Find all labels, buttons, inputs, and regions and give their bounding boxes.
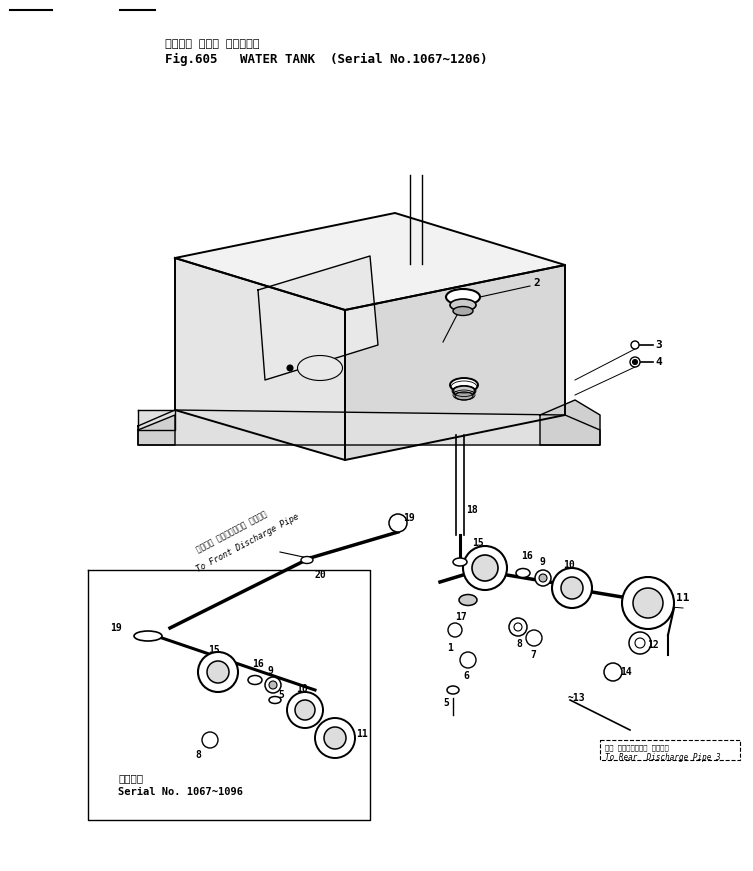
Circle shape <box>287 365 293 371</box>
Ellipse shape <box>453 558 467 566</box>
Text: 17: 17 <box>455 612 467 622</box>
Circle shape <box>630 357 640 367</box>
Text: ウォータ タンク （適用号機: ウォータ タンク （適用号機 <box>165 39 260 49</box>
Circle shape <box>526 630 542 646</box>
Text: 19: 19 <box>403 513 415 523</box>
Text: 18: 18 <box>466 505 477 515</box>
Circle shape <box>552 568 592 608</box>
Text: 19: 19 <box>110 623 122 633</box>
Ellipse shape <box>455 392 473 400</box>
Text: 12: 12 <box>647 640 659 650</box>
Ellipse shape <box>134 631 162 641</box>
Text: 15: 15 <box>208 645 220 655</box>
Text: リヤ ディスチャージ パイプへ: リヤ ディスチャージ パイプへ <box>605 745 669 752</box>
Text: 16: 16 <box>521 551 533 561</box>
Text: 11: 11 <box>356 729 367 739</box>
Ellipse shape <box>301 557 313 564</box>
Ellipse shape <box>450 299 476 311</box>
Ellipse shape <box>516 569 530 577</box>
Text: 9: 9 <box>540 557 546 567</box>
Text: フロント ディスチャージ パイプへ: フロント ディスチャージ パイプへ <box>195 510 269 555</box>
Ellipse shape <box>459 595 477 605</box>
Text: 10: 10 <box>296 684 308 694</box>
Text: 2: 2 <box>533 278 540 288</box>
Circle shape <box>509 618 527 636</box>
Ellipse shape <box>297 355 343 381</box>
Circle shape <box>535 570 551 586</box>
Text: 4: 4 <box>655 357 662 367</box>
Polygon shape <box>175 213 565 310</box>
Circle shape <box>622 577 674 629</box>
Circle shape <box>631 341 639 349</box>
Polygon shape <box>540 400 600 445</box>
Text: 8: 8 <box>195 750 201 760</box>
Circle shape <box>633 588 663 618</box>
Text: To Rear  Discharge Pipe 3: To Rear Discharge Pipe 3 <box>605 753 721 761</box>
Text: 6: 6 <box>463 671 469 681</box>
Ellipse shape <box>269 697 281 704</box>
Ellipse shape <box>447 686 459 694</box>
Text: 8: 8 <box>516 639 522 649</box>
Circle shape <box>389 514 407 532</box>
Circle shape <box>265 677 281 693</box>
Polygon shape <box>138 415 175 445</box>
Circle shape <box>207 661 229 683</box>
Circle shape <box>324 727 346 749</box>
Circle shape <box>295 700 315 720</box>
Polygon shape <box>138 410 600 445</box>
Text: 15: 15 <box>472 538 483 548</box>
Text: Fig.605   WATER TANK  (Serial No.1067~1206): Fig.605 WATER TANK (Serial No.1067~1206) <box>165 52 487 65</box>
Text: 5: 5 <box>443 698 449 708</box>
Circle shape <box>472 555 498 581</box>
Circle shape <box>629 632 651 654</box>
Text: 9: 9 <box>268 666 274 676</box>
Circle shape <box>448 623 462 637</box>
Text: 11: 11 <box>676 593 690 603</box>
Circle shape <box>539 574 547 582</box>
Text: ~13: ~13 <box>568 693 586 703</box>
Circle shape <box>633 360 638 364</box>
Ellipse shape <box>453 307 473 315</box>
Polygon shape <box>258 256 378 380</box>
Polygon shape <box>138 410 175 430</box>
Ellipse shape <box>450 378 478 392</box>
Polygon shape <box>345 265 565 460</box>
Circle shape <box>198 652 238 692</box>
Text: 1: 1 <box>447 643 453 653</box>
Text: 16: 16 <box>252 659 264 669</box>
Text: 7: 7 <box>530 650 536 660</box>
Circle shape <box>604 663 622 681</box>
Circle shape <box>315 718 355 758</box>
Text: 適用号機: 適用号機 <box>118 773 143 783</box>
Polygon shape <box>175 258 345 460</box>
Circle shape <box>202 732 218 748</box>
Circle shape <box>460 652 476 668</box>
Text: 3: 3 <box>655 340 662 350</box>
Text: 14: 14 <box>620 667 632 677</box>
Ellipse shape <box>248 676 262 685</box>
Circle shape <box>463 546 507 590</box>
Text: To Front Discharge Pipe: To Front Discharge Pipe <box>195 512 300 574</box>
Ellipse shape <box>453 386 475 396</box>
Text: Serial No. 1067~1096: Serial No. 1067~1096 <box>118 787 243 797</box>
Circle shape <box>287 692 323 728</box>
Circle shape <box>269 681 277 689</box>
Circle shape <box>561 577 583 599</box>
Text: 20: 20 <box>315 570 327 580</box>
Text: 10: 10 <box>563 560 575 570</box>
Ellipse shape <box>446 289 480 305</box>
Text: 5: 5 <box>278 690 284 700</box>
